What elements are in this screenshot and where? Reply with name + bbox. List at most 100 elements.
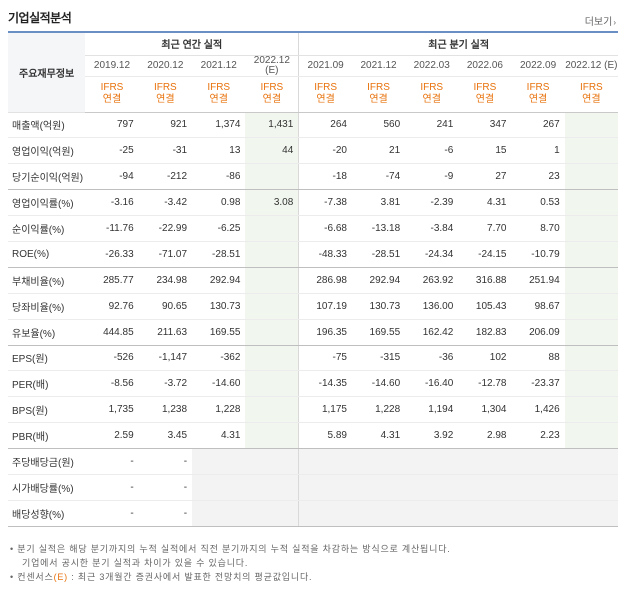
table-cell: 3.92: [405, 422, 459, 450]
table-cell: -: [85, 500, 139, 527]
ifrs-standard: IFRS 연결: [564, 76, 618, 113]
more-label: 더보기: [584, 17, 613, 28]
table-cell: 3.45: [138, 422, 193, 450]
table-cell: [405, 500, 459, 527]
table-cell: 13: [192, 137, 246, 165]
ifrs-standard: IFRS 연결: [511, 76, 565, 113]
table-row: 부채비율(%) 285.77 234.98 292.94 286.98 292.94 263…: [8, 267, 618, 294]
table-cell: 286.98: [298, 267, 352, 294]
table-row: BPS(원) 1,735 1,238 1,228 1,175 1,228 1,194 1,30…: [8, 396, 618, 424]
table-cell: [511, 500, 565, 527]
table-cell: [511, 474, 565, 501]
table-cell: -6.68: [298, 215, 352, 242]
table-cell: [245, 448, 299, 475]
table-cell: 182.83: [458, 319, 512, 346]
table-cell: -3.16: [85, 189, 139, 217]
table-cell: -26.33: [85, 241, 139, 268]
period-header: 2021.12: [192, 55, 246, 77]
table-row: ROE(%) -26.33 -71.07 -28.51 -48.33 -28.51 -24.…: [8, 241, 618, 268]
table-cell: 130.73: [351, 293, 406, 320]
ifrs-standard: IFRS 연결: [85, 76, 139, 113]
table-cell: 98.67: [511, 293, 565, 320]
row-label: 영업이익(억원): [8, 137, 86, 165]
table-row: 매출액(억원) 797 921 1,374 1,431 264 560 241 347 267: [8, 112, 618, 139]
table-cell: 169.55: [351, 319, 406, 346]
table-cell: -526: [85, 345, 139, 372]
table-cell: 5.89: [298, 422, 352, 450]
note-2: 기업에서 공시한 분기 실적과 차이가 있을 수 있습니다.: [22, 558, 249, 568]
table-cell: -3.84: [405, 215, 459, 242]
table-cell: -14.60: [351, 370, 406, 398]
table-cell: -86: [192, 163, 246, 191]
table-cell: -71.07: [138, 241, 193, 268]
table-cell: [245, 396, 299, 424]
table-cell: -6: [405, 137, 459, 165]
more-link[interactable]: 더보기›: [585, 13, 616, 28]
row-label: 당좌비율(%): [8, 293, 86, 320]
period-header: 2019.12: [85, 55, 139, 77]
ifrs-standard: IFRS 연결: [138, 76, 193, 113]
table-cell: 7.70: [458, 215, 512, 242]
table-cell: [245, 319, 299, 346]
table-cell: 0.53: [511, 189, 565, 217]
table-cell: 1,194: [405, 396, 459, 424]
table-cell: 1,735: [85, 396, 139, 424]
table-cell: -6.25: [192, 215, 246, 242]
table-cell: -24.34: [405, 241, 459, 268]
table-cell: 1,228: [192, 396, 246, 424]
row-label: 매출액(억원): [8, 112, 86, 139]
table-cell: -31: [138, 137, 193, 165]
table-row: PBR(배) 2.59 3.45 4.31 5.89 4.31 3.92 2.98 2.23: [8, 422, 618, 450]
table-cell: -28.51: [351, 241, 406, 268]
table-cell: [564, 474, 618, 501]
note-3-estimate-mark: (E): [53, 572, 68, 582]
table-cell: -3.42: [138, 189, 193, 217]
table-cell: -2.39: [405, 189, 459, 217]
table-cell: [192, 500, 246, 527]
row-label: BPS(원): [8, 396, 86, 424]
table-cell: -: [138, 448, 193, 475]
table-cell: [351, 448, 406, 475]
table-cell: -3.72: [138, 370, 193, 398]
table-cell: -11.76: [85, 215, 139, 242]
table-cell: [564, 345, 618, 372]
table-cell: -: [85, 448, 139, 475]
note-3: • 컨센서스(E) : 최근 3개월간 증권사에서 발표한 전망치의 평균값입니…: [10, 570, 451, 584]
table-cell: 88: [511, 345, 565, 372]
table-row: 유보율(%) 444.85 211.63 169.55 196.35 169.55 162.…: [8, 319, 618, 346]
table-row: 당기순이익(억원) -94 -212 -86 -18 -74 -9 27 23: [8, 163, 618, 191]
row-label: 당기순이익(억원): [8, 163, 86, 191]
note-1: • 분기 실적은 해당 분기까지의 누적 실적에서 직전 분기까지의 누적 실적…: [10, 544, 451, 554]
table-row: 주당배당금(원) - -: [8, 448, 618, 475]
ifrs-standard: IFRS 연결: [298, 76, 352, 113]
table-cell: 21: [351, 137, 406, 165]
table-cell: [245, 474, 299, 501]
table-row: 당좌비율(%) 92.76 90.65 130.73 107.19 130.73 136.0…: [8, 293, 618, 320]
table-cell: 130.73: [192, 293, 246, 320]
table-row: 영업이익률(%) -3.16 -3.42 0.98 3.08 -7.38 3.81 -2.39…: [8, 189, 618, 217]
table-cell: 15: [458, 137, 512, 165]
row-label: 주당배당금(원): [8, 448, 86, 475]
table-cell: 1,426: [511, 396, 565, 424]
table-cell: [458, 474, 512, 501]
table-cell: 8.70: [511, 215, 565, 242]
table-cell: [564, 370, 618, 398]
table-cell: 1,374: [192, 112, 246, 139]
table-cell: [298, 500, 352, 527]
chevron-right-icon: ›: [613, 18, 616, 27]
ifrs-standard: IFRS 연결: [351, 76, 406, 113]
table-cell: 90.65: [138, 293, 193, 320]
table-cell: 2.59: [85, 422, 139, 450]
table-cell: -: [85, 474, 139, 501]
table-cell: [564, 319, 618, 346]
table-cell: -48.33: [298, 241, 352, 268]
table-cell: -22.99: [138, 215, 193, 242]
table-cell: [564, 241, 618, 268]
row-label: EPS(원): [8, 345, 86, 372]
row-label: 시가배당률(%): [8, 474, 86, 501]
period-header: 2022.12 (E): [564, 55, 618, 77]
table-cell: -13.18: [351, 215, 406, 242]
table-cell: 162.42: [405, 319, 459, 346]
table-cell: -14.35: [298, 370, 352, 398]
table-cell: 1,175: [298, 396, 352, 424]
